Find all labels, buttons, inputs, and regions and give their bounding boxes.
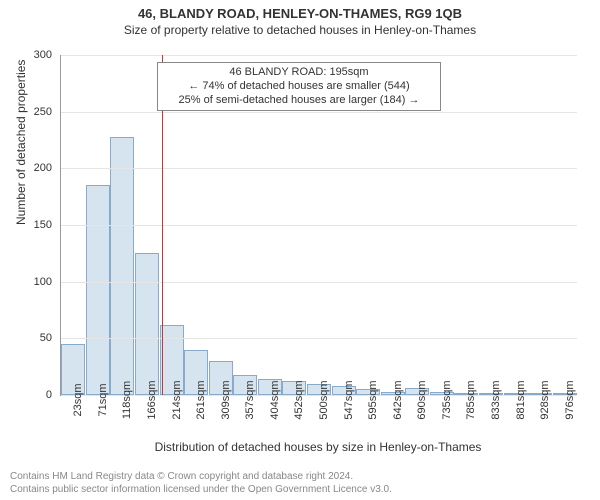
x-tick-label: 23sqm (72, 383, 84, 416)
x-tick-label: 166sqm (146, 380, 158, 419)
y-tick-label: 0 (46, 389, 52, 401)
x-tick-label: 500sqm (318, 380, 330, 419)
x-tick-label: 690sqm (416, 380, 428, 419)
x-tick-label: 642sqm (392, 380, 404, 419)
x-axis-label: Distribution of detached houses by size … (60, 440, 576, 454)
annotation-line: ← 74% of detached houses are smaller (54… (164, 80, 434, 94)
y-axis-ticks: 050100150200250300 (0, 55, 56, 395)
y-axis-label-text: Number of detached properties (14, 60, 28, 225)
gridline (61, 282, 577, 283)
x-tick-label: 404sqm (269, 380, 281, 419)
x-tick-label: 595sqm (367, 380, 379, 419)
histogram-bar (110, 137, 134, 395)
gridline (61, 55, 577, 56)
footer-attribution: Contains HM Land Registry data © Crown c… (10, 471, 590, 496)
chart-container: 46, BLANDY ROAD, HENLEY-ON-THAMES, RG9 1… (0, 0, 600, 500)
y-tick-label: 150 (34, 219, 52, 231)
chart-title: 46, BLANDY ROAD, HENLEY-ON-THAMES, RG9 1… (0, 0, 600, 21)
x-tick-label: 261sqm (195, 380, 207, 419)
x-tick-label: 547sqm (343, 380, 355, 419)
x-tick-label: 214sqm (171, 380, 183, 419)
x-tick-label: 976sqm (564, 380, 576, 419)
footer-line-2: Contains public sector information licen… (10, 484, 590, 497)
x-tick-label: 881sqm (515, 380, 527, 419)
x-tick-label: 71sqm (97, 383, 109, 416)
x-tick-label: 928sqm (539, 380, 551, 419)
y-tick-label: 300 (34, 49, 52, 61)
x-tick-label: 357sqm (244, 380, 256, 419)
x-tick-label: 785sqm (465, 380, 477, 419)
histogram-bar (135, 253, 159, 395)
histogram-bar (86, 185, 110, 395)
chart-subtitle: Size of property relative to detached ho… (0, 21, 600, 37)
gridline (61, 338, 577, 339)
footer-line-1: Contains HM Land Registry data © Crown c… (10, 471, 590, 484)
x-axis-ticks: 23sqm71sqm118sqm166sqm214sqm261sqm309sqm… (60, 396, 576, 446)
x-tick-label: 309sqm (220, 380, 232, 419)
annotation-line: 46 BLANDY ROAD: 195sqm (164, 66, 434, 80)
x-tick-label: 735sqm (441, 380, 453, 419)
gridline (61, 168, 577, 169)
plot-area: 46 BLANDY ROAD: 195sqm← 74% of detached … (60, 55, 577, 396)
y-tick-label: 50 (40, 332, 52, 344)
annotation-line: 25% of semi-detached houses are larger (… (164, 94, 434, 108)
x-tick-label: 452sqm (293, 380, 305, 419)
gridline (61, 112, 577, 113)
x-tick-label: 118sqm (121, 381, 133, 419)
annotation-box: 46 BLANDY ROAD: 195sqm← 74% of detached … (157, 62, 441, 111)
y-tick-label: 200 (34, 162, 52, 174)
x-tick-label: 833sqm (490, 380, 502, 419)
gridline (61, 225, 577, 226)
y-tick-label: 100 (34, 276, 52, 288)
y-axis-label: Number of detached properties (14, 60, 28, 225)
y-tick-label: 250 (34, 106, 52, 118)
